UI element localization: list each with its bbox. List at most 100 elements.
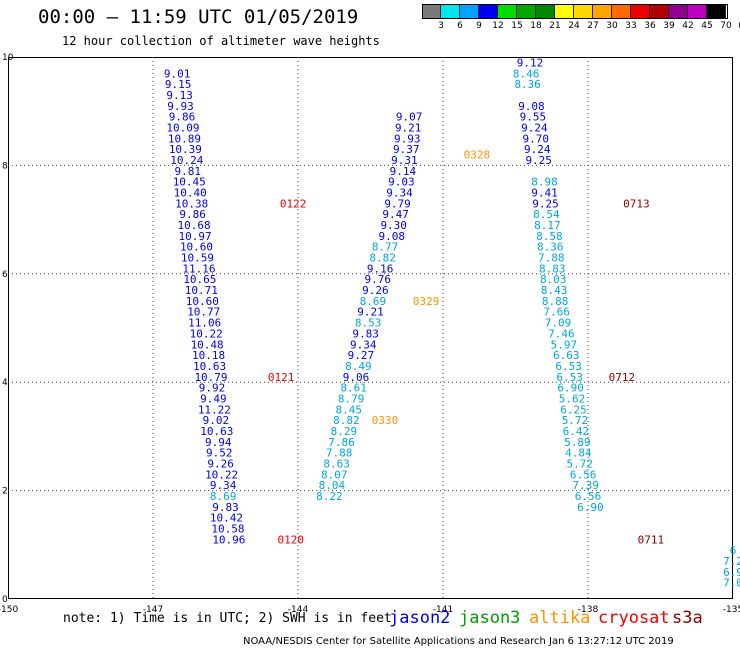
data-label: 8.98 — [531, 176, 558, 189]
data-label: 9.08 — [379, 230, 406, 243]
color-swatch — [479, 4, 498, 19]
data-label: 9.34 — [386, 187, 413, 200]
color-legend-label: 42 — [682, 21, 694, 31]
data-label: 9.93 — [394, 132, 421, 145]
data-label: 10.42 — [210, 512, 243, 525]
data-label: 6.63 — [553, 349, 580, 362]
data-label: 10.65 — [183, 273, 216, 286]
data-label: 9.26 — [362, 284, 389, 297]
color-swatch — [688, 4, 707, 19]
data-label: 7.88 — [538, 252, 565, 265]
data-label: 8.53 — [355, 317, 382, 330]
data-label: 10.97 — [178, 230, 211, 243]
data-label: 10.79 — [194, 371, 227, 384]
data-label: 6.9 — [723, 566, 740, 579]
page-subtitle: 12 hour collection of altimeter wave hei… — [62, 34, 380, 48]
data-label: 8.49 — [345, 360, 372, 373]
color-swatch — [498, 4, 517, 19]
data-label: 9.21 — [357, 306, 384, 319]
data-label: 9.26 — [207, 458, 234, 471]
data-label: 5.72 — [562, 414, 589, 427]
data-label: 9.76 — [365, 273, 392, 286]
plot-frame — [8, 57, 733, 599]
x-tick-label: -150 — [0, 605, 18, 615]
data-label: 6.53 — [555, 360, 582, 373]
data-label: 8.79 — [338, 392, 365, 405]
data-label: 9.93 — [167, 100, 194, 113]
data-label: 7.46 — [548, 327, 575, 340]
x-tick-label: -144 — [288, 605, 309, 615]
data-label: 9.47 — [382, 208, 409, 221]
color-legend-label: 15 — [511, 21, 523, 31]
data-label: 10.60 — [186, 295, 219, 308]
data-label: 8.04 — [319, 479, 346, 492]
color-swatch — [460, 4, 479, 19]
data-label: 9.24 — [524, 143, 551, 156]
data-label: 8.03 — [540, 273, 567, 286]
data-label: 6 — [730, 544, 737, 557]
credit-line: NOAA/NESDIS Center for Satellite Applica… — [243, 636, 674, 647]
data-label: 7.0 — [723, 577, 740, 590]
data-label: 10.24 — [170, 154, 203, 167]
color-swatch — [669, 4, 688, 19]
data-label: 10.48 — [191, 338, 224, 351]
data-label: 10.40 — [174, 187, 207, 200]
data-label: 7.39 — [572, 479, 599, 492]
data-label: 9.94 — [205, 436, 232, 449]
color-legend-label: 45 — [701, 21, 713, 31]
data-label: 8.77 — [372, 241, 399, 254]
x-tick-label: -141 — [433, 605, 453, 615]
data-label: 9.15 — [165, 78, 192, 91]
data-label: 7.66 — [543, 306, 570, 319]
color-legend-label: 21 — [549, 21, 561, 31]
data-label: 9.08 — [518, 100, 545, 113]
data-label: 9.52 — [206, 447, 233, 460]
data-label: 9.31 — [391, 154, 418, 167]
data-label: 9.01 — [164, 67, 191, 80]
data-label: 8.69 — [210, 490, 237, 503]
satellite-legend-cryosat: cryosat — [598, 608, 670, 628]
data-label: 10.38 — [175, 197, 208, 210]
data-label: 0328 — [464, 149, 491, 162]
data-label: 9.30 — [380, 219, 407, 232]
data-label: 9.92 — [199, 382, 226, 395]
data-label: 8.46 — [513, 67, 540, 80]
color-legend-label: 33 — [625, 21, 637, 31]
color-swatch — [517, 4, 536, 19]
data-label: 10.18 — [192, 349, 225, 362]
data-label: 9.49 — [200, 392, 227, 405]
data-label: 10.09 — [166, 121, 199, 134]
data-label: 0712 — [609, 371, 636, 384]
color-swatch — [631, 4, 650, 19]
satellite-legend-jason3: jason3 — [459, 608, 521, 628]
data-label: 10.60 — [180, 241, 213, 254]
data-label: 10.45 — [173, 176, 206, 189]
color-swatch — [612, 4, 631, 19]
data-label: 5.89 — [564, 436, 591, 449]
data-label: 6.90 — [557, 382, 584, 395]
data-label: 9.03 — [388, 176, 415, 189]
data-label: 9.70 — [523, 132, 550, 145]
data-label: 9.13 — [166, 89, 193, 102]
data-label: 8.88 — [542, 295, 569, 308]
data-label: 7.2 — [723, 555, 740, 568]
data-label: 6.53 — [556, 371, 583, 384]
data-label: 8.82 — [369, 252, 396, 265]
color-legend-label: 30 — [606, 21, 618, 31]
satellite-legend-jason2: jason2 — [389, 608, 451, 628]
data-label: 8.07 — [321, 468, 348, 481]
satellite-legend-s3a: s3a — [672, 608, 703, 628]
data-label: 10.63 — [193, 360, 226, 373]
x-tick-label: -147 — [143, 605, 163, 615]
color-swatch — [441, 4, 460, 19]
data-label: 8.83 — [539, 262, 566, 275]
data-label: 9.14 — [390, 165, 417, 178]
data-label: 9.34 — [210, 479, 237, 492]
page-title: 00:00 – 11:59 UTC 01/05/2019 — [38, 6, 359, 28]
data-label: 11.16 — [182, 262, 215, 275]
data-label: 9.21 — [395, 121, 422, 134]
y-tick-label: 8 — [2, 161, 8, 171]
y-tick-label: 10 — [2, 53, 14, 63]
data-label: 7.09 — [545, 317, 572, 330]
data-label: 9.79 — [384, 197, 411, 210]
